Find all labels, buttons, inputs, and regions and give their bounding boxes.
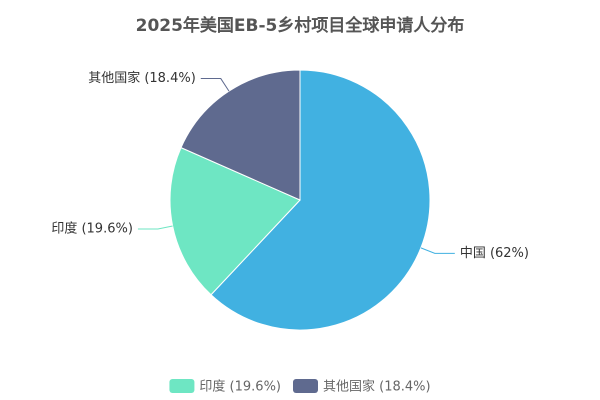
legend-label: 印度 (19.6%) — [199, 379, 281, 395]
leader-line — [200, 78, 230, 92]
chart-title: 2025年美国EB-5乡村项目全球申请人分布 — [136, 15, 465, 36]
legend-label: 其他国家 (18.4%) — [323, 379, 431, 395]
legend-swatch — [169, 379, 195, 393]
legend-swatch — [293, 379, 318, 393]
leader-line — [137, 225, 173, 230]
pie-slice — [180, 69, 301, 201]
slice-label: 中国 (62%) — [460, 246, 529, 261]
slice-label: 其他国家 (18.4%) — [88, 70, 196, 86]
slice-label: 印度 (19.6%) — [51, 220, 133, 236]
pie-slice — [169, 146, 301, 296]
legend: 印度 (19.6%) 其他国家 (18.4%) — [169, 379, 431, 395]
leader-line — [420, 247, 455, 254]
